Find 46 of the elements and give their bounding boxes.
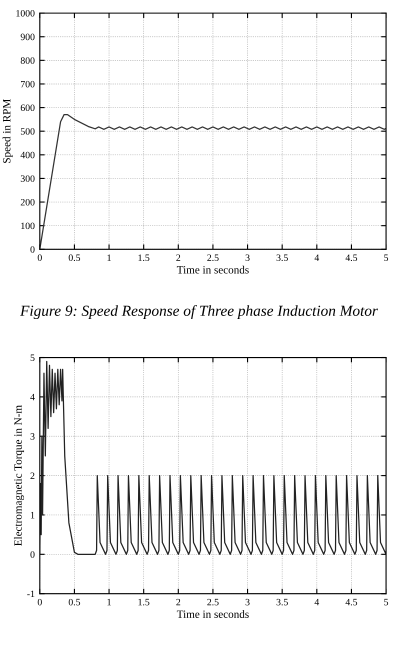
y-tick-label: 300	[20, 175, 35, 182]
y-tick-label: 2	[30, 472, 34, 479]
y-tick-label: 500	[20, 128, 35, 135]
y-tick-label: 100	[21, 222, 35, 230]
x-tick-label: 1.5	[138, 598, 150, 606]
x-tick-label: 0.5	[68, 598, 80, 606]
y-axis-title: Electromagnetic Torque in N-m	[14, 405, 24, 546]
x-tick-label: 3.5	[276, 598, 288, 606]
y-axis-title: Speed in RPM	[2, 99, 13, 163]
y-tick-label: 4	[30, 394, 35, 400]
y-tick-label: 3	[30, 433, 35, 440]
line-series	[40, 360, 386, 555]
y-tick-label: 900	[20, 34, 35, 40]
x-tick-label: 2.5	[207, 254, 219, 262]
x-tick-label: 1	[107, 598, 111, 606]
x-tick-label: 5	[384, 254, 388, 261]
x-tick-label: 4	[314, 598, 320, 606]
x-tick-label: 3.5	[276, 254, 288, 262]
x-tick-label: 4	[314, 254, 320, 261]
x-tick-label: 5	[384, 598, 388, 606]
y-tick-label: 600	[20, 104, 35, 112]
x-tick-label: 2.5	[207, 598, 219, 606]
x-tick-label: 0	[38, 598, 42, 606]
y-tick-label: -1	[27, 590, 34, 598]
y-tick-label: 0	[30, 551, 35, 558]
y-tick-label: 1	[30, 512, 34, 518]
x-tick-label: 4.5	[346, 254, 358, 262]
y-tick-label: 800	[20, 57, 35, 64]
y-tick-label: 200	[20, 198, 35, 206]
x-axis-title: Time in seconds	[176, 610, 249, 618]
x-tick-label: 2	[176, 254, 180, 261]
y-tick-label: 700	[20, 80, 35, 88]
x-tick-label: 1	[107, 254, 111, 261]
x-axis-title: Time in seconds	[176, 266, 249, 274]
y-tick-label: 400	[20, 152, 35, 158]
y-tick-label: 1000	[16, 10, 35, 17]
x-tick-label: 4.5	[346, 598, 358, 606]
x-tick-label: 3	[246, 598, 250, 606]
caption: Figure 9: Speed Response of Three phase Induction Motor	[20, 305, 378, 320]
x-tick-label: 3	[246, 254, 250, 261]
x-tick-label: 0	[38, 254, 42, 261]
x-tick-label: 0.5	[68, 254, 80, 262]
x-tick-label: 1.5	[138, 254, 150, 262]
y-tick-label: 0	[30, 246, 35, 253]
y-tick-label: 5	[30, 354, 35, 361]
x-tick-label: 2	[176, 598, 180, 606]
